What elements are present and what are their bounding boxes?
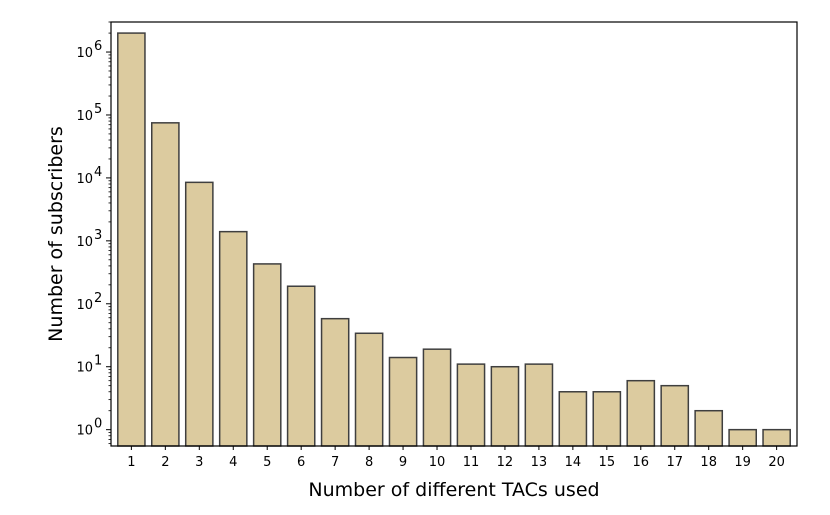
x-tick-label: 13 (531, 455, 548, 470)
y-tick-label: 10 (76, 361, 93, 376)
bar-4 (218, 230, 248, 447)
bar-12 (490, 365, 520, 447)
x-tick-label: 6 (297, 455, 305, 470)
y-tick-exponent: 5 (94, 102, 102, 117)
y-tick-label: 10 (76, 46, 93, 61)
x-tick-label: 9 (399, 455, 407, 470)
x-tick-label: 14 (565, 455, 582, 470)
x-axis: 1 2 3 4 5 6 7 8 9 10 11 12 13 14 15 16 17 18 19 20 (127, 446, 785, 470)
y-tick-label: 10 (76, 424, 93, 439)
bar-20 (762, 428, 791, 447)
bar-2 (151, 122, 180, 447)
x-tick-label: 3 (195, 455, 203, 470)
bar-9 (388, 356, 418, 447)
bars-group (117, 32, 791, 447)
bar-13 (524, 363, 554, 447)
bar-7 (320, 317, 350, 447)
bar-3 (184, 181, 214, 447)
y-axis-label: Number of subscribers (45, 126, 67, 342)
bar-11 (456, 363, 486, 447)
bar-17 (660, 384, 690, 447)
bar-15 (592, 391, 622, 447)
bar-18 (694, 409, 724, 447)
y-tick-exponent: 4 (94, 165, 102, 180)
x-tick-label: 16 (633, 455, 650, 470)
bar-14 (558, 391, 588, 447)
bar-10 (422, 348, 452, 447)
x-tick-label: 10 (429, 455, 446, 470)
x-tick-label: 7 (331, 455, 339, 470)
x-tick-label: 4 (229, 455, 237, 470)
bar-19 (728, 428, 758, 447)
x-tick-label: 11 (463, 455, 480, 470)
y-tick-exponent: 1 (94, 354, 102, 369)
x-tick-label: 20 (768, 455, 785, 470)
y-tick-label: 10 (76, 109, 93, 124)
y-tick-exponent: 3 (94, 228, 102, 243)
x-tick-label: 17 (666, 455, 683, 470)
x-tick-label: 15 (599, 455, 616, 470)
y-tick-label: 10 (76, 172, 93, 187)
x-tick-label: 5 (263, 455, 271, 470)
x-tick-label: 2 (161, 455, 169, 470)
x-tick-label: 8 (365, 455, 373, 470)
bar-1 (117, 32, 146, 447)
bar-16 (626, 379, 656, 447)
y-tick-label: 10 (76, 298, 93, 313)
y-tick-exponent: 0 (94, 417, 102, 432)
x-tick-label: 1 (127, 455, 135, 470)
bar-8 (354, 332, 384, 447)
bar-6 (286, 285, 316, 447)
x-axis-label: Number of different TACs used (308, 479, 599, 501)
x-tick-label: 19 (734, 455, 751, 470)
y-tick-exponent: 2 (94, 291, 102, 306)
y-tick-exponent: 6 (94, 39, 102, 54)
x-tick-label: 12 (497, 455, 514, 470)
y-tick-label: 10 (76, 235, 93, 250)
x-tick-label: 18 (700, 455, 717, 470)
bar-5 (252, 263, 282, 447)
plot-frame (110, 21, 798, 447)
